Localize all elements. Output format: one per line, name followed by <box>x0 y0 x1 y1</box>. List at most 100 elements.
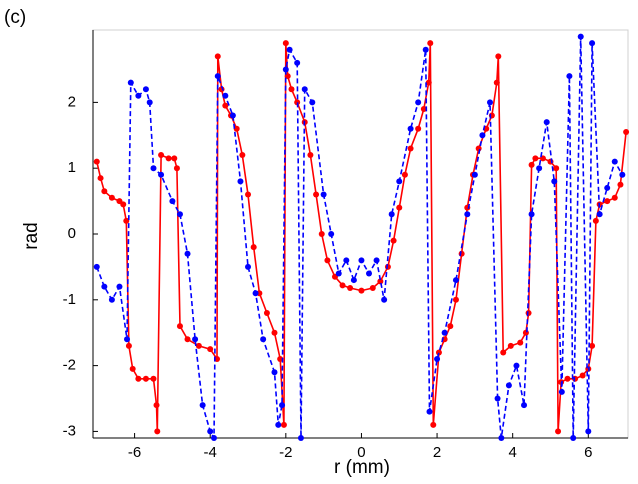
plot-frame <box>92 29 629 439</box>
data-point <box>282 66 289 73</box>
y-tick-label: 1 <box>68 159 76 176</box>
data-point <box>120 201 127 208</box>
data-point <box>493 79 500 86</box>
data-point <box>547 158 554 165</box>
panel-label: (c) <box>4 7 26 28</box>
data-point <box>596 211 603 218</box>
data-point <box>401 171 408 178</box>
data-point <box>260 336 267 343</box>
data-point <box>207 428 214 435</box>
data-point <box>415 99 422 106</box>
data-point <box>135 92 142 99</box>
data-point <box>528 211 535 218</box>
data-point <box>495 53 502 60</box>
data-point <box>97 175 104 182</box>
data-point <box>366 270 373 277</box>
data-point <box>452 296 459 303</box>
data-point <box>93 158 100 165</box>
data-point <box>154 428 161 435</box>
x-tick-label: -2 <box>279 444 292 461</box>
data-point <box>339 282 346 289</box>
data-point <box>373 257 380 264</box>
data-point <box>101 188 108 195</box>
data-point <box>471 171 478 178</box>
data-point <box>452 277 459 284</box>
data-point <box>108 296 115 303</box>
data-point <box>245 191 252 198</box>
data-point <box>505 382 512 389</box>
data-point <box>479 132 486 139</box>
data-point <box>434 356 441 363</box>
data-point <box>558 388 565 395</box>
data-point <box>176 323 183 330</box>
data-point <box>543 119 550 126</box>
data-point <box>271 329 278 336</box>
data-point <box>500 349 507 356</box>
data-point <box>579 372 586 379</box>
data-point <box>407 145 414 152</box>
data-point <box>551 178 558 185</box>
data-point <box>279 402 286 409</box>
y-axis-label: rad <box>21 222 42 249</box>
data-point <box>207 346 214 353</box>
data-point <box>169 198 176 205</box>
data-point <box>146 99 153 106</box>
x-tick-label: 2 <box>433 444 441 461</box>
data-point <box>447 323 454 330</box>
data-point <box>233 125 240 132</box>
data-point <box>214 53 221 60</box>
data-point <box>585 428 592 435</box>
data-point <box>369 284 376 291</box>
data-point <box>555 428 562 435</box>
data-point <box>589 342 596 349</box>
data-point <box>93 263 100 270</box>
data-point <box>328 231 335 237</box>
data-point <box>129 365 136 372</box>
data-point <box>184 250 191 257</box>
data-point <box>250 244 257 251</box>
data-point <box>184 336 191 343</box>
data-point <box>301 86 308 93</box>
data-point <box>297 435 304 441</box>
data-point <box>381 296 388 303</box>
data-point <box>396 204 403 211</box>
data-point <box>124 336 131 343</box>
data-point <box>522 329 529 336</box>
x-tick-label: 6 <box>584 444 592 461</box>
data-point <box>173 165 180 172</box>
data-point <box>358 257 365 264</box>
data-point <box>275 421 282 428</box>
data-point <box>229 112 236 119</box>
data-point <box>422 46 429 53</box>
data-point <box>127 79 134 86</box>
data-point <box>430 421 437 428</box>
data-point <box>335 270 342 277</box>
data-point <box>388 211 395 218</box>
data-point <box>313 191 320 198</box>
data-point <box>324 257 331 264</box>
data-point <box>101 283 108 290</box>
data-point <box>252 290 259 297</box>
x-tick-label: -4 <box>204 444 217 461</box>
data-point <box>415 125 422 132</box>
data-point <box>498 435 505 441</box>
data-point <box>108 194 115 201</box>
data-point <box>307 152 314 159</box>
x-axis-label: r (mm) <box>334 457 390 478</box>
data-point <box>222 102 229 109</box>
series-line <box>96 43 627 432</box>
data-point <box>619 171 626 178</box>
data-point <box>320 191 327 198</box>
data-point <box>525 309 532 316</box>
data-point <box>125 342 132 349</box>
x-tick-label: 4 <box>509 444 517 461</box>
data-point <box>237 178 244 185</box>
data-point <box>570 435 577 441</box>
data-point <box>486 99 493 106</box>
data-point <box>222 92 229 99</box>
data-point <box>577 33 584 40</box>
data-point <box>517 339 524 346</box>
data-point <box>564 375 571 382</box>
